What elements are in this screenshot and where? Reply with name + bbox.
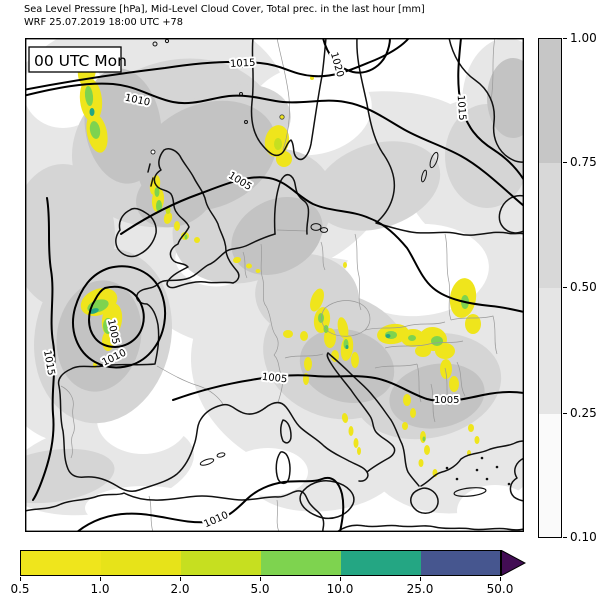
contour-1010-low-closed bbox=[72, 265, 167, 369]
colorbar-tick-label: 25.0 bbox=[406, 582, 434, 596]
contour-label: 1005 bbox=[261, 372, 287, 386]
precip-teal-cells bbox=[89, 108, 391, 349]
contour-1020 bbox=[322, 38, 391, 74]
colorbar-tick-label: 0.10 bbox=[570, 530, 597, 544]
contour-1005-low-closed bbox=[88, 285, 145, 348]
plot-subtitle: WRF 25.07.2019 18:00 UTC +78 bbox=[24, 17, 184, 28]
cloud-colorbar bbox=[538, 38, 562, 538]
colorbar-tick bbox=[563, 38, 567, 39]
coast-turkey-west bbox=[509, 457, 524, 502]
coast-denmark bbox=[273, 174, 310, 235]
pressure-contours bbox=[25, 38, 524, 532]
coast-hebrides bbox=[147, 163, 154, 187]
colorbar-tick-label: 2.0 bbox=[170, 582, 190, 596]
cloud-cover-dark-layer bbox=[56, 58, 524, 429]
precip-colorbar bbox=[20, 550, 501, 576]
colorbar-tick-label: 50.0 bbox=[486, 582, 514, 596]
colorbar-segment bbox=[181, 551, 261, 575]
coast-great-britain bbox=[153, 148, 240, 289]
island-marker bbox=[150, 149, 156, 155]
valid-time-box: 00 UTC Mon bbox=[28, 46, 127, 73]
coast-gulf-of-riga bbox=[498, 194, 524, 234]
colorbar-tick-label: 0.75 bbox=[570, 155, 597, 169]
contour-1015-east bbox=[457, 38, 524, 181]
country-borders bbox=[60, 38, 498, 532]
map-frame bbox=[25, 38, 524, 532]
colorbar-tick bbox=[563, 162, 567, 163]
colorbar-tick bbox=[420, 577, 421, 581]
contour-label: 1010 bbox=[202, 510, 230, 530]
colorbar-tick bbox=[563, 413, 567, 414]
coast-corsica bbox=[280, 419, 292, 444]
colorbar-tick bbox=[20, 577, 21, 581]
coast-sardinia bbox=[275, 451, 291, 485]
coast-baltic-west bbox=[356, 38, 524, 236]
contour-1010-north bbox=[25, 82, 524, 207]
colorbar-tick bbox=[563, 287, 567, 288]
colorbar-tick-label: 0.5 bbox=[10, 582, 30, 596]
colorbar-segment bbox=[539, 163, 561, 288]
colorbar-tick bbox=[180, 577, 181, 581]
coast-africa bbox=[25, 490, 524, 532]
contour-label: 1015 bbox=[455, 95, 468, 121]
colorbar-segment bbox=[539, 39, 561, 163]
colorbar-tick-label: 1.00 bbox=[570, 31, 597, 45]
colorbar-segment bbox=[539, 414, 561, 537]
colorbar-segment bbox=[101, 551, 181, 575]
colorbar-segment bbox=[261, 551, 341, 575]
contour-label: 1005 bbox=[434, 395, 459, 406]
colorbar-segment bbox=[21, 551, 101, 575]
coast-british-isles bbox=[115, 148, 240, 289]
coastlines bbox=[25, 38, 524, 532]
coast-sicily bbox=[299, 480, 355, 520]
colorbar-tick bbox=[563, 537, 567, 538]
contour-1005-central bbox=[172, 374, 524, 403]
colorbar-segment bbox=[539, 288, 561, 414]
station-marker bbox=[279, 114, 285, 120]
contour-label: 1015 bbox=[230, 58, 256, 70]
plot-title: Sea Level Pressure [hPa], Mid-Level Clou… bbox=[24, 4, 425, 15]
coast-scandinavia bbox=[250, 38, 327, 161]
small-islands bbox=[150, 38, 511, 497]
coast-finland bbox=[448, 38, 524, 163]
coast-dalmatia bbox=[327, 352, 420, 487]
contour-1010-south bbox=[76, 476, 345, 532]
coast-peloponnese bbox=[410, 487, 439, 514]
colorbar-tick-label: 10.0 bbox=[326, 582, 354, 596]
coast-ireland bbox=[115, 207, 157, 258]
colorbar-tick-label: 1.0 bbox=[90, 582, 110, 596]
contour-1005-north bbox=[120, 176, 524, 313]
colorbar-tick bbox=[500, 577, 501, 581]
colorbar-segment bbox=[421, 551, 500, 575]
coast-west-europe-iberia bbox=[57, 233, 276, 492]
colorbar-tick bbox=[260, 577, 261, 581]
colorbar-tick bbox=[340, 577, 341, 581]
colorbar-tick-label: 5.0 bbox=[250, 582, 270, 596]
colorbar-over-arrow bbox=[501, 550, 526, 576]
precipitation-patches bbox=[77, 54, 481, 477]
map-panel: 1015 1020 1015 1010 1005 1005 1010 1015 … bbox=[25, 38, 524, 532]
contour-1015-west bbox=[32, 197, 56, 501]
coast-italy-east bbox=[326, 352, 396, 473]
valid-time-label: 00 UTC Mon bbox=[34, 52, 127, 70]
colorbar-tick-label: 0.50 bbox=[570, 280, 597, 294]
contour-1015-north bbox=[25, 38, 410, 91]
coast-aegean-north bbox=[420, 440, 524, 487]
colorbar-tick-label: 0.25 bbox=[570, 406, 597, 420]
colorbar-tick bbox=[100, 577, 101, 581]
weather-map: 1015 1020 1015 1010 1005 1005 1010 1015 … bbox=[25, 38, 524, 532]
colorbar-segment bbox=[341, 551, 421, 575]
